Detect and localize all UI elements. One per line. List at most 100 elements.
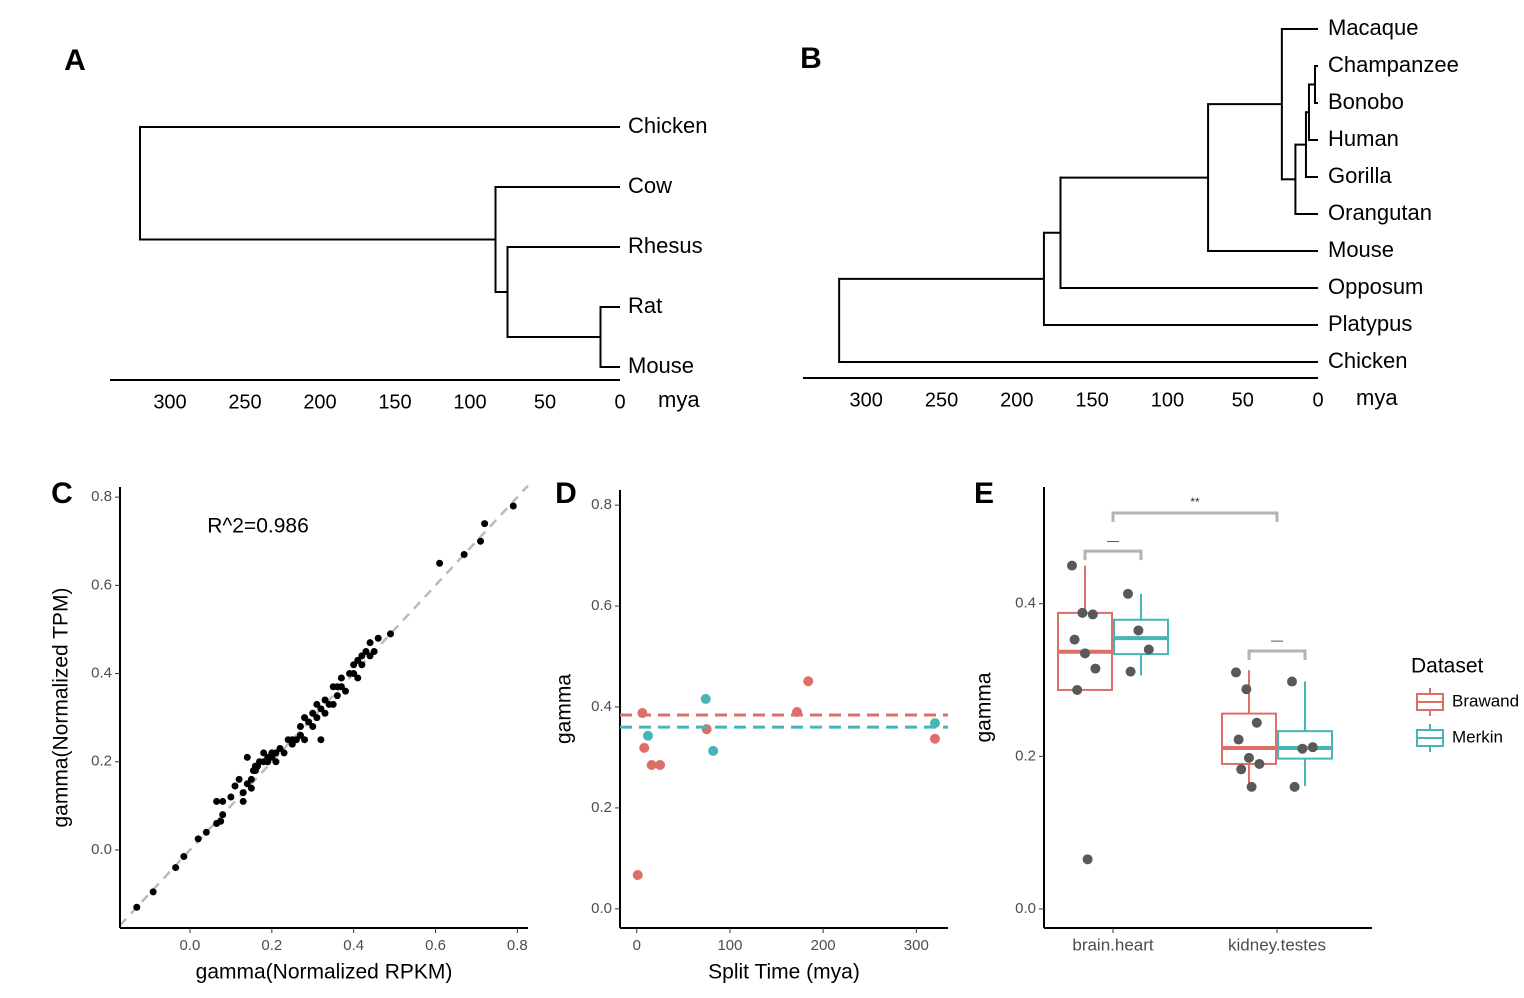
point (354, 656, 362, 664)
jitter-point (1241, 684, 1252, 695)
x-tick-label: 0 (633, 937, 641, 954)
point (172, 864, 180, 872)
jitter-point (1080, 648, 1090, 659)
point (362, 647, 370, 655)
point (639, 742, 650, 753)
x-tick-label: 200 (811, 937, 836, 954)
point (358, 652, 366, 660)
point (219, 797, 227, 805)
x-tick-label: 300 (904, 937, 929, 954)
jitter-point (1297, 743, 1308, 754)
point (321, 709, 329, 717)
legend-label: Brawand (1452, 691, 1519, 710)
jitter-point (1233, 734, 1244, 745)
point (292, 736, 300, 744)
jitter-point (1123, 588, 1133, 599)
point (133, 903, 141, 911)
x-tick-label: 150 (1075, 389, 1108, 411)
leaf-label: Mouse (1328, 237, 1394, 262)
y-axis-label: gamma (553, 674, 576, 744)
y-tick-label: 0.8 (591, 496, 612, 513)
leaf-label: Gorilla (1328, 163, 1392, 188)
x-tick-label: 150 (378, 391, 411, 413)
legend-label: Merkin (1452, 727, 1503, 746)
point (317, 736, 325, 744)
point (929, 733, 940, 744)
point (337, 683, 345, 691)
point (370, 647, 378, 655)
box (1277, 730, 1333, 760)
x-tick-label: 100 (1151, 389, 1184, 411)
jitter-point (1067, 560, 1077, 571)
point (247, 784, 255, 792)
y-tick-label: 0.0 (91, 841, 112, 858)
y-tick-label: 0.0 (591, 900, 612, 917)
point (219, 811, 227, 819)
x-tick-label: brain.heart (1072, 935, 1154, 954)
x-tick-label: 0.2 (261, 937, 282, 954)
jitter-point (1143, 644, 1154, 655)
x-tick-label: 200 (1000, 389, 1033, 411)
panel-label: B (800, 42, 822, 75)
point (239, 797, 247, 805)
point (231, 782, 239, 790)
leaf-label: Bonobo (1328, 89, 1404, 114)
x-tick-label: 50 (1232, 389, 1254, 411)
x-tick-label: 0.0 (180, 937, 201, 954)
point (272, 749, 280, 757)
leaf-label: Rat (628, 293, 662, 318)
point (313, 714, 321, 722)
point (280, 749, 288, 757)
point (436, 559, 444, 567)
leaf-label: Platypus (1328, 311, 1412, 336)
y-tick-label: 0.4 (591, 698, 612, 715)
x-tick-label: kidney.testes (1228, 935, 1326, 954)
significance-label: ** (1190, 495, 1200, 509)
point (301, 736, 309, 744)
significance-bracket (1083, 549, 1143, 561)
point (366, 652, 374, 660)
significance-bracket (1111, 511, 1279, 522)
jitter-point (1287, 676, 1297, 687)
y-tick-label: 0.2 (591, 799, 612, 816)
point (350, 661, 358, 669)
y-tick-label: 0.0 (1015, 900, 1036, 917)
point (655, 760, 666, 771)
jitter-point (1251, 717, 1262, 728)
jitter-point (1289, 781, 1300, 792)
x-axis-label: Split Time (mya) (708, 961, 860, 984)
x-tick-label: 250 (228, 391, 261, 413)
jitter-point (1307, 742, 1318, 753)
x-tick-label: 0.4 (343, 937, 364, 954)
point (217, 817, 225, 825)
jitter-point (1072, 684, 1083, 695)
point (374, 634, 382, 642)
leaf-label: Champanzee (1328, 52, 1459, 77)
significance-label: — (1107, 533, 1119, 547)
x-tick-label: 300 (153, 391, 186, 413)
point (509, 502, 517, 510)
leaf-label: Macaque (1328, 15, 1419, 40)
leaf-label: Opposum (1328, 274, 1423, 299)
point (460, 550, 468, 558)
box (1221, 712, 1277, 765)
x-tick-label: 250 (925, 389, 958, 411)
y-tick-label: 0.2 (91, 753, 112, 770)
x-axis-label: gamma(Normalized RPKM) (196, 961, 453, 984)
y-tick-label: 0.2 (1015, 747, 1036, 764)
x-axis-label: mya (658, 387, 700, 412)
point (481, 520, 489, 528)
point (180, 853, 188, 861)
jitter-point (1254, 758, 1265, 769)
leaf-label: Rhesus (628, 233, 703, 258)
point (313, 700, 321, 708)
point (366, 639, 374, 647)
y-tick-label: 0.6 (91, 576, 112, 593)
point (350, 670, 358, 678)
jitter-point (1087, 609, 1098, 620)
point (305, 718, 313, 726)
point (317, 705, 325, 713)
y-tick-label: 0.6 (591, 597, 612, 614)
point (309, 722, 317, 730)
